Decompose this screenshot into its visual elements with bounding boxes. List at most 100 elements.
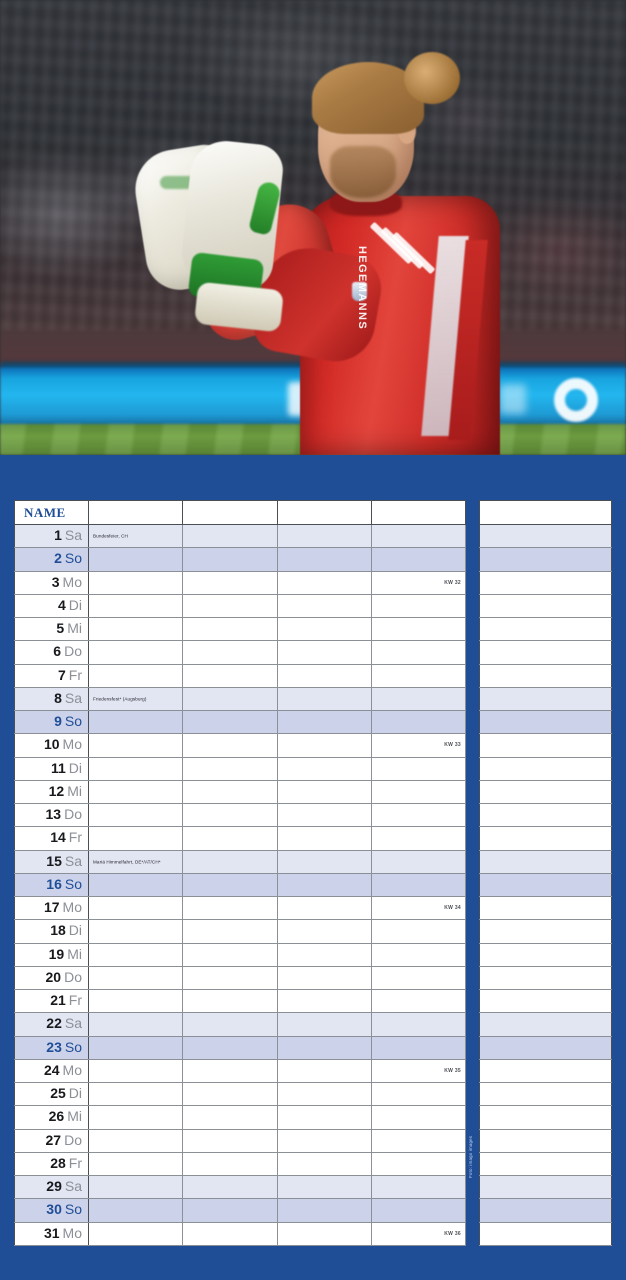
entry-cell[interactable] <box>87 570 184 595</box>
entry-cell[interactable] <box>182 1128 278 1153</box>
entry-cell[interactable] <box>370 826 467 851</box>
entry-cell[interactable] <box>276 523 372 549</box>
entry-cell[interactable] <box>182 1174 278 1200</box>
entry-cell[interactable] <box>276 826 372 851</box>
entry-cell[interactable] <box>370 942 467 967</box>
notes-cell[interactable] <box>479 965 612 991</box>
entry-cell[interactable] <box>370 686 467 712</box>
entry-cell[interactable]: KW 32 <box>370 570 467 595</box>
entry-cell[interactable] <box>370 1128 467 1153</box>
entry-cell[interactable] <box>276 640 372 665</box>
entry-cell[interactable] <box>276 570 372 595</box>
entry-cell[interactable] <box>87 733 184 758</box>
entry-cell[interactable] <box>182 1035 278 1060</box>
entry-cell[interactable] <box>182 616 278 642</box>
entry-cell[interactable] <box>87 709 184 735</box>
entry-cell[interactable] <box>182 523 278 549</box>
entry-cell[interactable] <box>87 593 184 619</box>
entry-cell[interactable] <box>87 919 184 944</box>
entry-cell[interactable] <box>87 1058 184 1084</box>
notes-cell[interactable] <box>479 756 612 781</box>
entry-cell[interactable] <box>182 640 278 665</box>
entry-cell[interactable] <box>182 756 278 781</box>
entry-cell[interactable] <box>276 756 372 781</box>
notes-cell[interactable] <box>479 1105 612 1130</box>
entry-cell[interactable] <box>370 988 467 1014</box>
notes-cell[interactable] <box>479 640 612 665</box>
notes-cell[interactable] <box>479 779 612 805</box>
entry-column-header-2[interactable] <box>182 500 278 525</box>
entry-cell[interactable] <box>87 942 184 967</box>
notes-cell[interactable] <box>479 826 612 851</box>
entry-cell[interactable]: Friedensfest* (Augsburg) <box>87 686 184 712</box>
notes-cell[interactable] <box>479 1198 612 1223</box>
notes-cell[interactable] <box>479 663 612 688</box>
entry-cell[interactable] <box>87 640 184 665</box>
entry-cell[interactable] <box>276 965 372 991</box>
entry-cell[interactable] <box>370 872 467 898</box>
entry-cell[interactable] <box>87 779 184 805</box>
entry-cell[interactable] <box>87 988 184 1014</box>
entry-cell[interactable]: KW 34 <box>370 895 467 921</box>
entry-cell[interactable] <box>182 988 278 1014</box>
entry-cell[interactable] <box>276 1174 372 1200</box>
entry-cell[interactable] <box>370 1035 467 1060</box>
entry-cell[interactable] <box>87 1105 184 1130</box>
entry-cell[interactable] <box>87 1174 184 1200</box>
entry-cell[interactable] <box>87 965 184 991</box>
entry-cell[interactable] <box>276 616 372 642</box>
entry-cell[interactable] <box>87 1198 184 1223</box>
entry-cell[interactable] <box>182 779 278 805</box>
entry-cell[interactable] <box>370 523 467 549</box>
entry-cell[interactable] <box>87 1081 184 1107</box>
entry-cell[interactable] <box>87 616 184 642</box>
entry-cell[interactable] <box>370 919 467 944</box>
notes-cell[interactable] <box>479 593 612 619</box>
entry-cell[interactable] <box>370 547 467 572</box>
entry-cell[interactable] <box>370 1012 467 1037</box>
notes-cell[interactable] <box>479 919 612 944</box>
entry-cell[interactable] <box>87 1012 184 1037</box>
entry-cell[interactable] <box>87 663 184 688</box>
entry-cell[interactable] <box>182 547 278 572</box>
entry-cell[interactable] <box>370 640 467 665</box>
entry-cell[interactable] <box>182 849 278 874</box>
notes-cell[interactable] <box>479 523 612 549</box>
notes-cell[interactable] <box>479 686 612 712</box>
notes-cell[interactable] <box>479 1058 612 1084</box>
entry-cell[interactable] <box>276 1198 372 1223</box>
entry-cell[interactable] <box>276 988 372 1014</box>
entry-cell[interactable] <box>370 1198 467 1223</box>
entry-cell[interactable] <box>370 593 467 619</box>
notes-cell[interactable] <box>479 872 612 898</box>
entry-cell[interactable] <box>370 1081 467 1107</box>
entry-cell[interactable] <box>276 895 372 921</box>
entry-cell[interactable] <box>87 802 184 828</box>
notes-column-header[interactable] <box>479 500 612 525</box>
entry-cell[interactable] <box>182 1151 278 1177</box>
notes-cell[interactable] <box>479 733 612 758</box>
entry-column-header-4[interactable] <box>370 500 467 525</box>
notes-cell[interactable] <box>479 1174 612 1200</box>
notes-cell[interactable] <box>479 942 612 967</box>
entry-cell[interactable] <box>87 1035 184 1060</box>
entry-cell[interactable] <box>182 1221 278 1246</box>
entry-cell[interactable] <box>276 919 372 944</box>
entry-cell[interactable]: Mariä Himmelfahrt, DE*/AT/CH* <box>87 849 184 874</box>
notes-cell[interactable] <box>479 1012 612 1037</box>
notes-cell[interactable] <box>479 1151 612 1177</box>
entry-cell[interactable] <box>182 1198 278 1223</box>
entry-cell[interactable] <box>276 1105 372 1130</box>
notes-cell[interactable] <box>479 1081 612 1107</box>
entry-cell[interactable] <box>87 1221 184 1246</box>
entry-cell[interactable] <box>182 570 278 595</box>
entry-cell[interactable] <box>276 1128 372 1153</box>
entry-cell[interactable] <box>370 709 467 735</box>
notes-cell[interactable] <box>479 895 612 921</box>
entry-cell[interactable] <box>370 616 467 642</box>
entry-cell[interactable] <box>276 1058 372 1084</box>
entry-cell[interactable] <box>276 593 372 619</box>
entry-cell[interactable] <box>182 942 278 967</box>
entry-cell[interactable] <box>87 826 184 851</box>
entry-column-header-1[interactable] <box>87 500 184 525</box>
